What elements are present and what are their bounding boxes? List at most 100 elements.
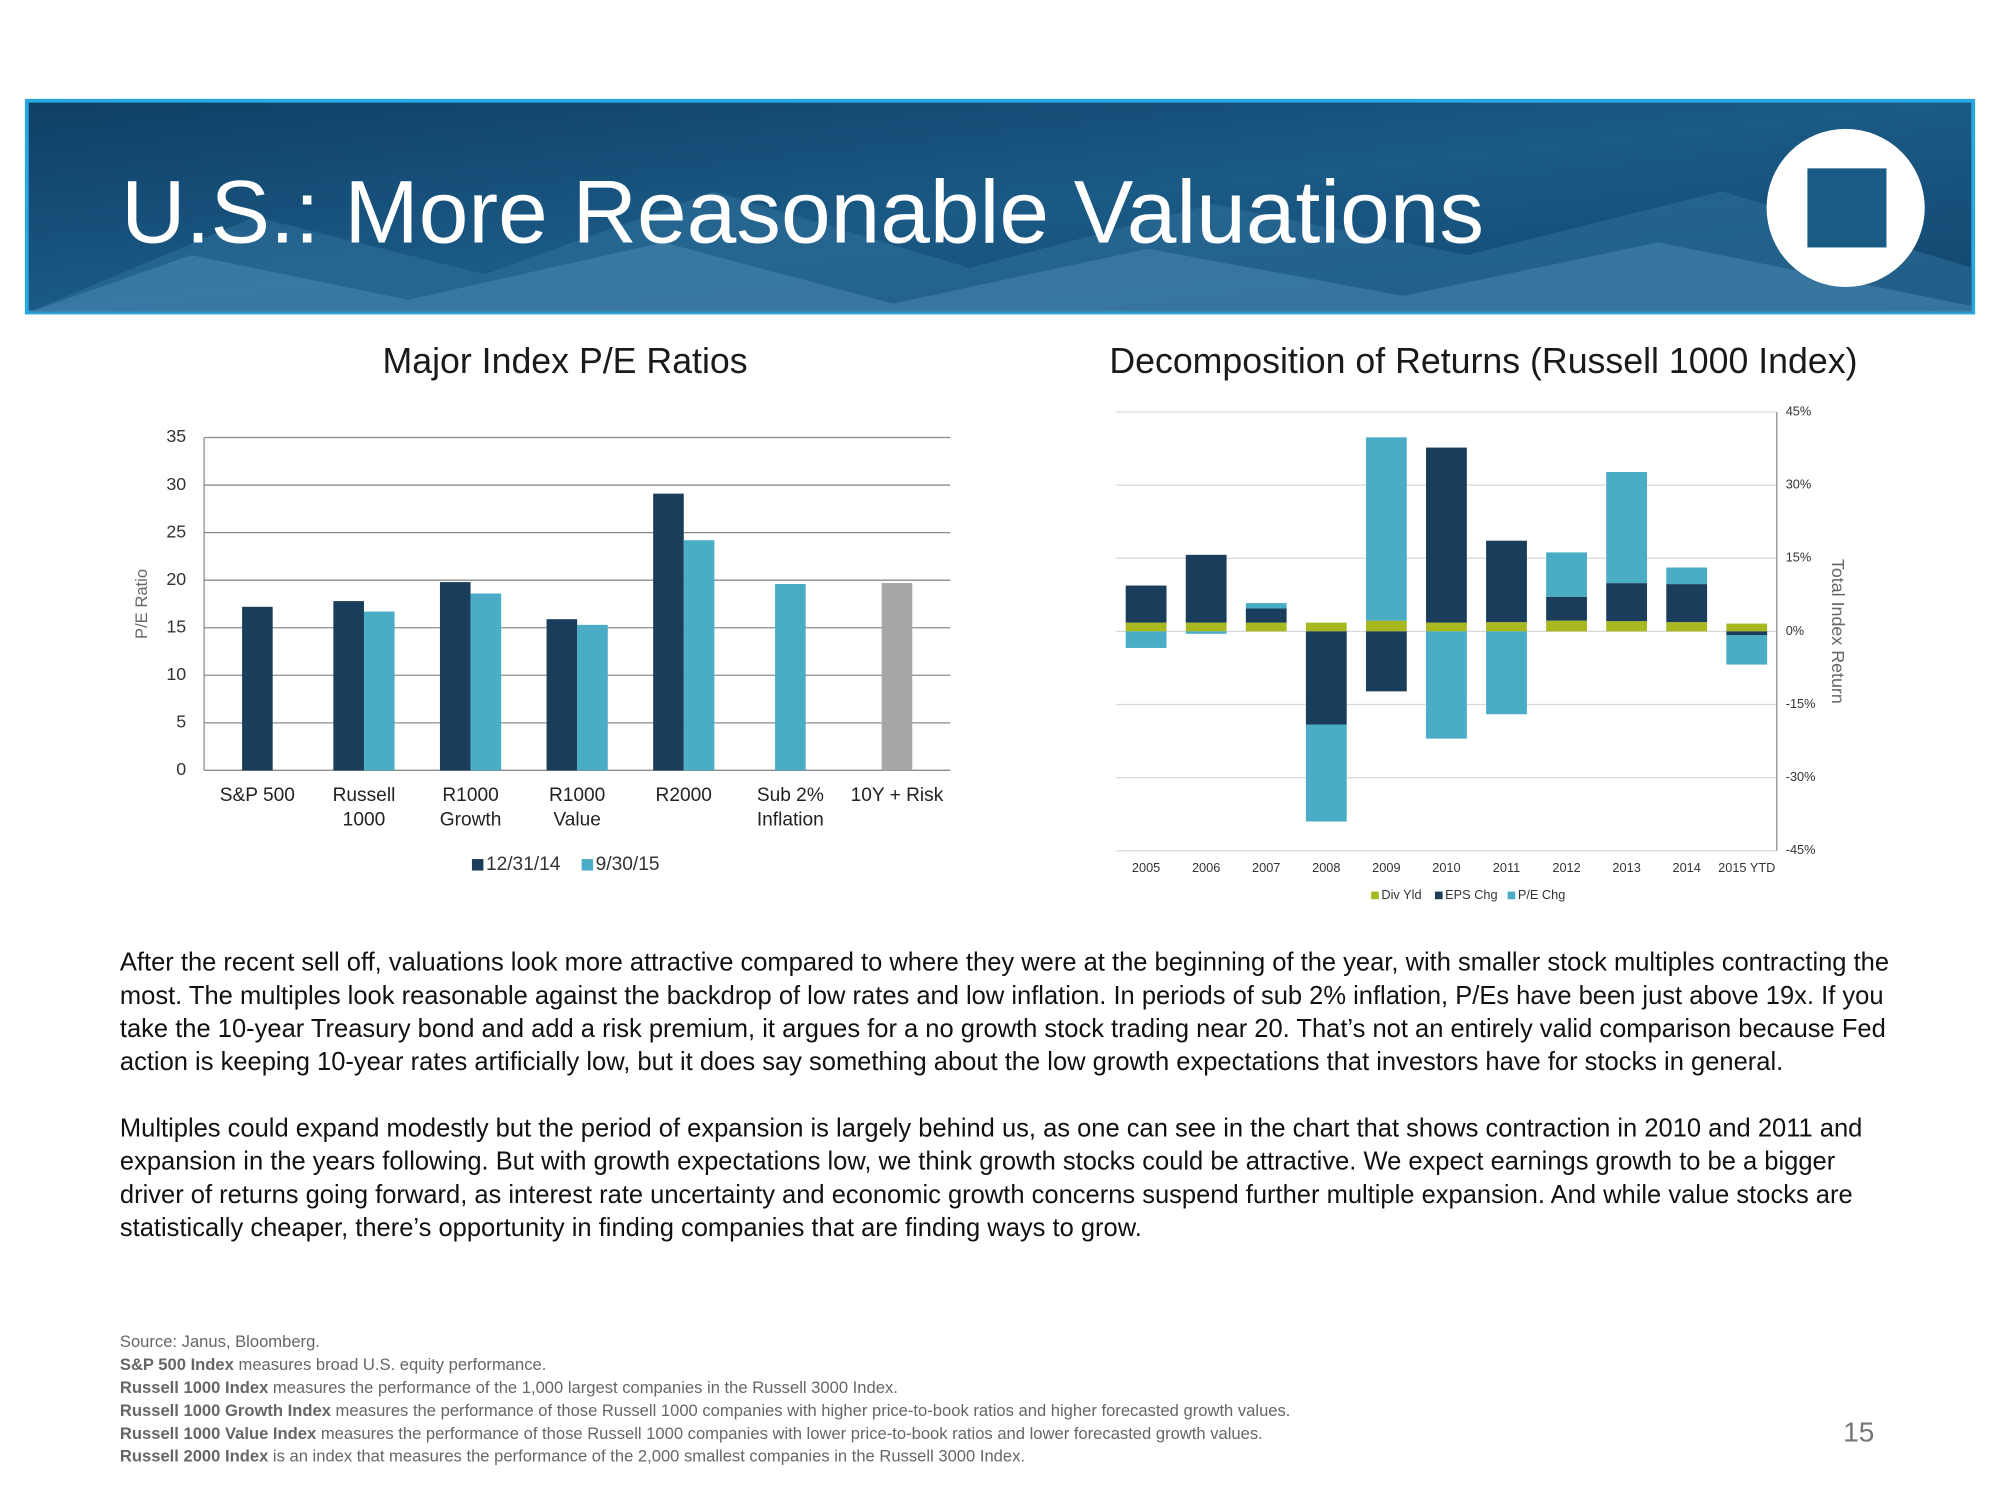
footnote-term: Russell 1000 Growth Index: [119, 1400, 331, 1420]
y-tick-label: 10: [166, 664, 186, 684]
bar-segment: [1606, 471, 1648, 584]
x-tick-label: 2011: [1493, 860, 1520, 875]
legend-swatch: [471, 859, 484, 871]
x-tick-label: 2008: [1312, 860, 1340, 875]
bar-segment: [1245, 603, 1287, 609]
bar-segment: [1666, 622, 1708, 632]
y-tick-label: 15: [166, 616, 186, 636]
y-tick-label: 15%: [1786, 550, 1812, 565]
paragraph: Multiples could expand modestly but the …: [119, 1114, 1863, 1243]
bar-segment: [1245, 622, 1287, 632]
x-tick-label: 2014: [1673, 860, 1701, 875]
y-tick-label: 20: [166, 569, 186, 589]
x-tick-label: 2006: [1192, 860, 1220, 875]
legend-label: 12/31/14: [486, 854, 561, 875]
bar-segment: [1365, 631, 1407, 692]
y-tick-label: -15%: [1786, 696, 1816, 711]
bar: [242, 606, 273, 771]
footnote-term: S&P 500 Index: [119, 1354, 234, 1374]
bar-segment: [1185, 631, 1227, 634]
bar: [546, 619, 578, 771]
footnote-term: Russell 1000 Index: [119, 1377, 269, 1397]
bar-segment: [1606, 621, 1648, 632]
bar-segment: [1486, 631, 1527, 715]
logo-square: [1807, 168, 1887, 248]
x-tick-label: R1000 Growth: [439, 784, 502, 831]
bar-segment: [1245, 608, 1287, 623]
legend-label: Div Yld: [1381, 887, 1421, 902]
footnote: Russell 1000 Growth Index measures the p…: [120, 1399, 1778, 1422]
footnote-text: is an index that measures the performanc…: [268, 1446, 1026, 1466]
x-tick-label: 2015 YTD: [1718, 860, 1775, 875]
bar-segment: [1426, 631, 1467, 739]
footnote-text: Source: Janus, Bloomberg.: [119, 1331, 320, 1351]
bar-segment: [1606, 583, 1648, 622]
footnote: Russell 1000 Index measures the performa…: [120, 1376, 1778, 1399]
bar-segment: [1666, 584, 1708, 623]
chart-title: Decomposition of Returns (Russell 1000 I…: [1109, 341, 1857, 381]
footnote: Russell 2000 Index is an index that meas…: [120, 1445, 1778, 1468]
legend-label: 9/30/15: [596, 854, 660, 875]
y-tick-label: 35: [166, 426, 186, 446]
bar: [881, 583, 913, 771]
y-tick-label: 0%: [1786, 623, 1804, 638]
bar-segment: [1305, 724, 1347, 822]
bar-segment: [1365, 437, 1407, 621]
x-tick-label: 2012: [1552, 860, 1580, 875]
x-tick-label: Russell 1000: [332, 784, 396, 831]
bar-segment: [1726, 623, 1768, 632]
bar-segment: [1426, 447, 1467, 623]
bar-segment: [1486, 622, 1527, 632]
footnote: Source: Janus, Bloomberg.: [120, 1330, 1778, 1353]
bar-segment: [1365, 620, 1407, 632]
x-tick-label: 2007: [1252, 860, 1280, 875]
bar: [653, 493, 684, 771]
y-tick-label: -45%: [1786, 842, 1816, 857]
footnote: S&P 500 Index measures broad U.S. equity…: [120, 1353, 1778, 1376]
bar-segment: [1546, 552, 1587, 597]
y-tick-label: 30: [166, 474, 186, 494]
bar: [439, 582, 471, 771]
mountains: [28, 242, 1972, 313]
x-tick-label: 2010: [1432, 860, 1460, 875]
bar-segment: [1546, 620, 1587, 632]
body-text: After the recent sell off, valuations lo…: [120, 946, 1906, 1278]
bar: [775, 583, 806, 771]
bar: [470, 593, 502, 771]
legend-swatch: [581, 859, 594, 871]
footnotes: Source: Janus, Bloomberg. S&P 500 Index m…: [120, 1330, 1778, 1468]
legend-swatch: [1507, 891, 1516, 900]
y-tick-label: 25: [166, 521, 186, 541]
bar: [683, 540, 715, 771]
bar: [333, 601, 364, 771]
footnote-text: measures the performance of those Russel…: [316, 1423, 1263, 1443]
y-tick-label: 5: [176, 712, 186, 732]
y-tick-label: -30%: [1786, 769, 1816, 784]
paragraph: After the recent sell off, valuations lo…: [119, 948, 1890, 1077]
bar-segment: [1726, 635, 1768, 665]
bar-segment: [1305, 631, 1347, 725]
legend-label: EPS Chg: [1445, 887, 1497, 902]
footnote-term: Russell 2000 Index: [119, 1446, 269, 1466]
legend-swatch: [1434, 891, 1443, 900]
y-axis-label: Total Index Return: [1828, 559, 1848, 704]
slide-title: U.S.: More Reasonable Valuations: [121, 161, 1484, 261]
footnote-term: Russell 1000 Value Index: [119, 1423, 317, 1443]
bar-segment: [1546, 596, 1587, 621]
footnote-text: measures broad U.S. equity performance.: [233, 1354, 547, 1374]
x-tick-label: 2013: [1612, 860, 1640, 875]
bar-segment: [1185, 554, 1227, 623]
bar-segment: [1726, 631, 1768, 636]
footnote: Russell 1000 Value Index measures the pe…: [120, 1422, 1778, 1445]
bar: [363, 611, 395, 771]
bar-segment: [1125, 622, 1167, 632]
x-tick-label: R1000 Value: [548, 784, 606, 831]
y-tick-label: 30%: [1786, 476, 1812, 491]
bar-segment: [1486, 540, 1527, 623]
x-tick-label: R2000: [655, 784, 712, 807]
y-tick-label: 0: [176, 759, 186, 779]
x-tick-label: 2009: [1372, 860, 1400, 875]
bar-segment: [1305, 622, 1347, 632]
legend-label: P/E Chg: [1518, 887, 1565, 902]
